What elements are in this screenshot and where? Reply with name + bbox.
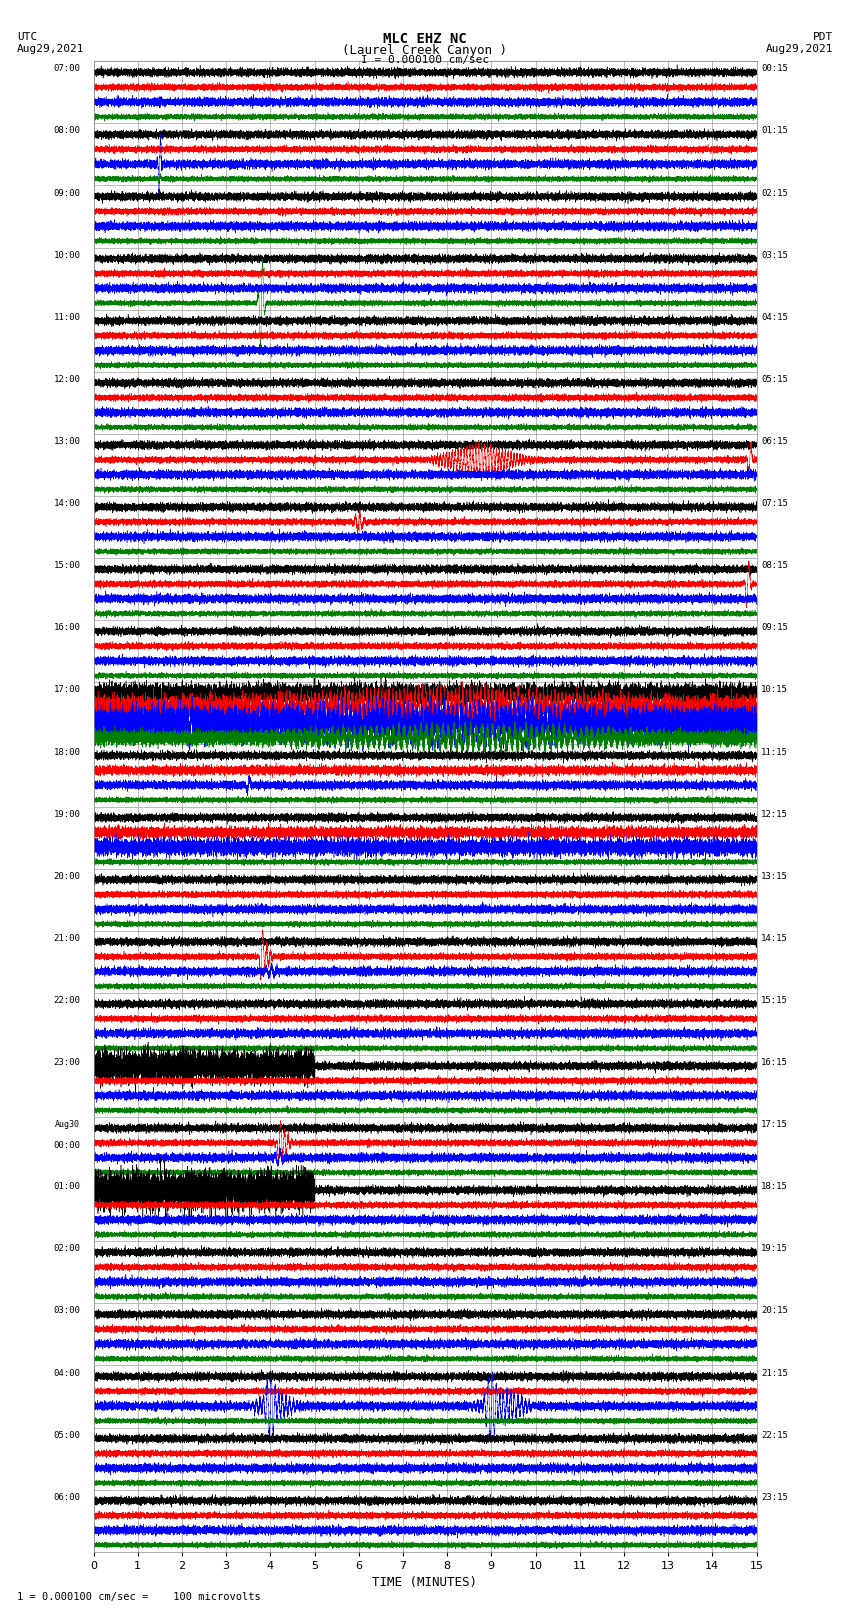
- Text: 05:15: 05:15: [761, 374, 788, 384]
- Text: 13:15: 13:15: [761, 871, 788, 881]
- Text: 03:15: 03:15: [761, 250, 788, 260]
- Text: 19:15: 19:15: [761, 1244, 788, 1253]
- Text: 09:00: 09:00: [54, 189, 80, 198]
- Text: 02:00: 02:00: [54, 1244, 80, 1253]
- Text: 14:15: 14:15: [761, 934, 788, 944]
- Text: 07:15: 07:15: [761, 498, 788, 508]
- Text: 05:00: 05:00: [54, 1431, 80, 1440]
- Text: UTC: UTC: [17, 32, 37, 42]
- Text: 21:00: 21:00: [54, 934, 80, 944]
- Text: 10:00: 10:00: [54, 250, 80, 260]
- Text: 09:15: 09:15: [761, 623, 788, 632]
- Text: 12:00: 12:00: [54, 374, 80, 384]
- Text: Aug29,2021: Aug29,2021: [17, 44, 84, 53]
- Text: 23:00: 23:00: [54, 1058, 80, 1068]
- Text: 18:00: 18:00: [54, 747, 80, 756]
- Text: 03:00: 03:00: [54, 1307, 80, 1316]
- Text: 22:00: 22:00: [54, 995, 80, 1005]
- Text: 16:15: 16:15: [761, 1058, 788, 1068]
- Text: 01:15: 01:15: [761, 126, 788, 135]
- Text: 15:15: 15:15: [761, 995, 788, 1005]
- Text: 02:15: 02:15: [761, 189, 788, 198]
- Text: 12:15: 12:15: [761, 810, 788, 819]
- Text: 11:00: 11:00: [54, 313, 80, 323]
- Text: 04:15: 04:15: [761, 313, 788, 323]
- Text: 06:00: 06:00: [54, 1492, 80, 1502]
- Text: MLC EHZ NC: MLC EHZ NC: [383, 32, 467, 47]
- Text: 20:00: 20:00: [54, 871, 80, 881]
- X-axis label: TIME (MINUTES): TIME (MINUTES): [372, 1576, 478, 1589]
- Text: 23:15: 23:15: [761, 1492, 788, 1502]
- Text: 22:15: 22:15: [761, 1431, 788, 1440]
- Text: 20:15: 20:15: [761, 1307, 788, 1316]
- Text: PDT: PDT: [813, 32, 833, 42]
- Text: (Laurel Creek Canyon ): (Laurel Creek Canyon ): [343, 44, 507, 56]
- Text: 13:00: 13:00: [54, 437, 80, 447]
- Text: 10:15: 10:15: [761, 686, 788, 695]
- Text: 01:00: 01:00: [54, 1182, 80, 1192]
- Text: 17:00: 17:00: [54, 686, 80, 695]
- Text: 04:00: 04:00: [54, 1368, 80, 1378]
- Text: Aug29,2021: Aug29,2021: [766, 44, 833, 53]
- Text: 18:15: 18:15: [761, 1182, 788, 1192]
- Text: 14:00: 14:00: [54, 498, 80, 508]
- Text: 19:00: 19:00: [54, 810, 80, 819]
- Text: 15:00: 15:00: [54, 561, 80, 571]
- Text: 16:00: 16:00: [54, 623, 80, 632]
- Text: 06:15: 06:15: [761, 437, 788, 447]
- Text: 1 = 0.000100 cm/sec =    100 microvolts: 1 = 0.000100 cm/sec = 100 microvolts: [17, 1592, 261, 1602]
- Text: 21:15: 21:15: [761, 1368, 788, 1378]
- Text: 00:00: 00:00: [54, 1140, 80, 1150]
- Text: 08:15: 08:15: [761, 561, 788, 571]
- Text: 08:00: 08:00: [54, 126, 80, 135]
- Text: 00:15: 00:15: [761, 65, 788, 74]
- Text: Aug30: Aug30: [55, 1119, 80, 1129]
- Text: 07:00: 07:00: [54, 65, 80, 74]
- Text: 17:15: 17:15: [761, 1119, 788, 1129]
- Text: I = 0.000100 cm/sec: I = 0.000100 cm/sec: [361, 55, 489, 65]
- Text: 11:15: 11:15: [761, 747, 788, 756]
